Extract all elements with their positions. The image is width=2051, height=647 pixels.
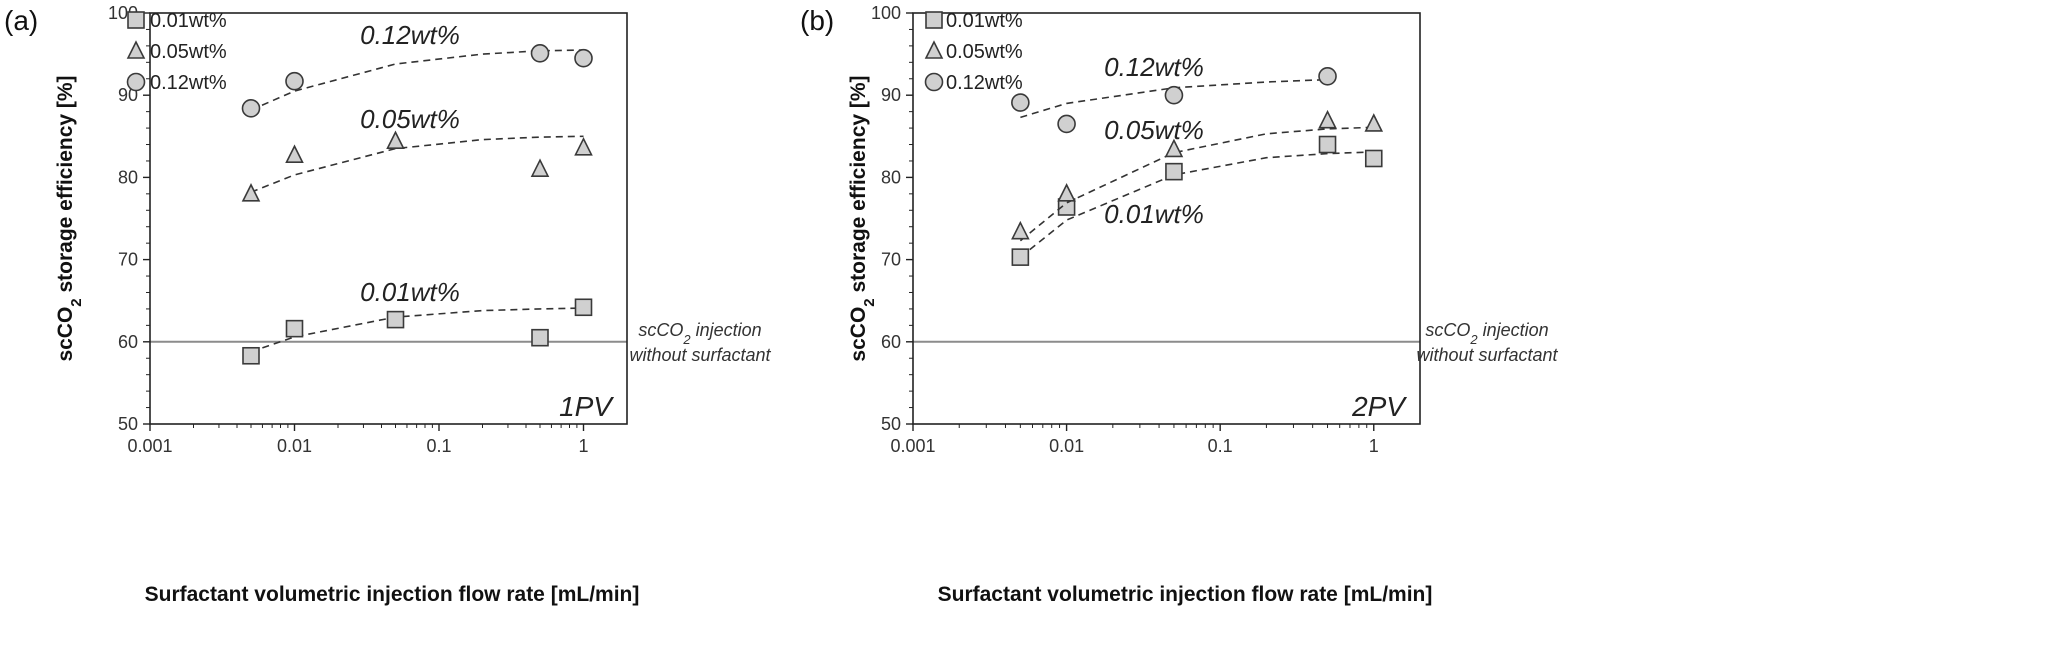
circle-point xyxy=(285,71,304,91)
y-axis-title-part: storage efficiency [%] xyxy=(847,75,870,298)
fit-curve-label: 0.12wt% xyxy=(1104,52,1204,82)
x-tick-label: 0.01 xyxy=(1049,436,1084,456)
x-tick-label: 1 xyxy=(1369,436,1379,456)
pv-label: 1PV xyxy=(559,391,614,422)
reference-label-part: scCO xyxy=(1425,320,1470,340)
circle-point xyxy=(241,99,261,118)
circle-point xyxy=(574,48,593,68)
legend: 0.01wt% 0.05wt% 0.12wt% xyxy=(126,10,227,94)
square-point xyxy=(531,328,549,347)
square-point xyxy=(242,346,260,365)
triangle-point xyxy=(241,183,261,202)
square-point xyxy=(386,310,405,329)
legend-label: 0.01wt% xyxy=(150,10,227,32)
y-axis-title-subscript: 2 xyxy=(68,298,85,306)
legend-label: 0.05wt% xyxy=(946,41,1023,63)
x-tick-label: 0.001 xyxy=(127,436,172,456)
y-axis-title: scCO2 storage efficiency [%] xyxy=(54,75,85,361)
y-axis-title-subscript: 2 xyxy=(861,298,878,306)
y-tick-label: 90 xyxy=(881,85,901,105)
triangle-point xyxy=(1057,183,1076,202)
y-tick-label: 70 xyxy=(118,250,138,270)
fit-curve-label: 0.05wt% xyxy=(1104,115,1204,145)
square-point xyxy=(1364,149,1383,168)
reference-label-subscript: 2 xyxy=(682,331,691,346)
triangle-point xyxy=(530,158,550,177)
panel-label: (b) xyxy=(800,5,834,36)
legend: 0.01wt% 0.05wt% 0.12wt% xyxy=(924,10,1023,94)
legend-label: 0.01wt% xyxy=(946,10,1023,32)
reference-label-line1: scCO2 injection xyxy=(1425,320,1548,347)
square-point xyxy=(1165,162,1183,181)
circle-point xyxy=(530,43,550,63)
legend-triangle-marker xyxy=(126,40,146,59)
panel-label: (a) xyxy=(4,5,38,36)
y-axis-title-part: scCO xyxy=(847,307,870,362)
fit-curve-label: 0.01wt% xyxy=(360,277,460,307)
triangle-point xyxy=(1318,109,1337,129)
fit-curve xyxy=(1019,126,1374,242)
legend-label: 0.12wt% xyxy=(946,72,1023,94)
triangle-point xyxy=(1164,138,1184,158)
plot-frame xyxy=(149,12,628,425)
y-axis-title: scCO2 storage efficiency [%] xyxy=(847,75,878,361)
legend-square-marker xyxy=(925,11,943,29)
circle-point xyxy=(1164,85,1184,105)
square-point xyxy=(574,298,593,317)
reference-label-line2: without surfactant xyxy=(629,345,771,365)
x-tick-label: 1 xyxy=(578,436,588,456)
triangle-point xyxy=(1364,113,1384,132)
y-tick-label: 100 xyxy=(871,3,901,23)
circle-point xyxy=(1011,93,1030,112)
square-point xyxy=(1011,248,1030,266)
reference-label-line1: scCO2 injection xyxy=(638,320,761,347)
y-tick-label: 50 xyxy=(881,414,901,434)
legend-square-marker xyxy=(127,11,145,29)
y-tick-label: 80 xyxy=(118,167,138,187)
triangle-point xyxy=(1011,220,1030,240)
y-tick-label: 60 xyxy=(881,332,901,352)
reference-label-part: injection xyxy=(691,320,762,340)
legend-triangle-marker xyxy=(924,40,944,59)
x-tick-label: 0.01 xyxy=(277,436,312,456)
y-axis-title-part: scCO xyxy=(54,307,77,362)
plot-frame xyxy=(912,12,1421,425)
pv-label: 2PV xyxy=(1351,391,1407,422)
triangle-point xyxy=(574,137,593,156)
legend-label: 0.12wt% xyxy=(150,72,227,94)
y-tick-label: 70 xyxy=(881,250,901,270)
reference-label-part: scCO xyxy=(638,320,683,340)
circle-point xyxy=(1318,66,1337,86)
y-axis-title-part: storage efficiency [%] xyxy=(54,75,77,298)
reference-label-subscript: 2 xyxy=(1469,331,1478,346)
x-tick-label: 0.001 xyxy=(890,436,935,456)
legend-circle-marker xyxy=(126,72,146,92)
chart-panel-b: (b) 50 60 70 80 90 100 0.001 0.01 0.1 1 Surfactant … xyxy=(800,3,1559,606)
x-tick-label: 0.1 xyxy=(1208,436,1233,456)
y-tick-label: 50 xyxy=(118,414,138,434)
legend-label: 0.05wt% xyxy=(150,41,227,63)
reference-label-line2: without surfactant xyxy=(1416,345,1558,365)
fit-curve-label: 0.01wt% xyxy=(1104,199,1204,229)
reference-label-part: injection xyxy=(1478,320,1549,340)
fit-curve xyxy=(250,135,584,193)
x-axis-title: Surfactant volumetric injection flow rat… xyxy=(938,583,1433,606)
x-axis-title: Surfactant volumetric injection flow rat… xyxy=(145,583,640,606)
y-tick-label: 60 xyxy=(118,332,138,352)
circle-point xyxy=(1057,114,1076,134)
triangle-point xyxy=(386,130,405,150)
x-tick-label: 0.1 xyxy=(426,436,451,456)
triangle-point xyxy=(285,144,304,164)
fit-curve-label: 0.12wt% xyxy=(360,20,460,50)
y-tick-label: 80 xyxy=(881,167,901,187)
square-point xyxy=(1318,135,1337,154)
square-point xyxy=(285,319,304,338)
fit-curve-label: 0.05wt% xyxy=(360,104,460,134)
legend-circle-marker xyxy=(924,72,944,92)
fit-curve xyxy=(250,307,584,353)
